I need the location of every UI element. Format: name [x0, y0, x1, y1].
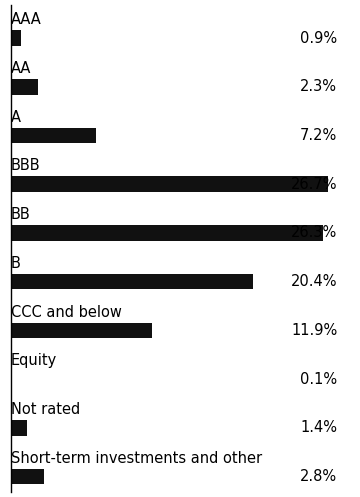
Text: CCC and below: CCC and below — [11, 305, 122, 320]
Text: 2.3%: 2.3% — [300, 80, 337, 94]
Bar — [11, 274, 253, 289]
Text: BB: BB — [11, 207, 31, 222]
Text: Short-term investments and other: Short-term investments and other — [11, 451, 262, 466]
Text: BBB: BBB — [11, 159, 40, 173]
Text: Not rated: Not rated — [11, 402, 80, 417]
Bar — [11, 225, 323, 241]
Text: 11.9%: 11.9% — [291, 323, 337, 338]
Bar — [11, 128, 96, 143]
Text: AA: AA — [11, 61, 31, 76]
Bar — [11, 371, 12, 387]
Text: 7.2%: 7.2% — [300, 128, 337, 143]
Text: 26.3%: 26.3% — [291, 226, 337, 241]
Text: 20.4%: 20.4% — [291, 274, 337, 289]
Bar — [11, 469, 44, 484]
Text: A: A — [11, 110, 21, 125]
Text: 26.7%: 26.7% — [291, 177, 337, 192]
Text: B: B — [11, 256, 21, 271]
Text: 1.4%: 1.4% — [300, 420, 337, 435]
Bar — [11, 30, 22, 46]
Bar — [11, 79, 38, 94]
Text: 2.8%: 2.8% — [300, 469, 337, 484]
Bar — [11, 323, 152, 338]
Text: AAA: AAA — [11, 12, 41, 27]
Text: 0.1%: 0.1% — [300, 372, 337, 387]
Bar — [11, 420, 27, 435]
Text: Equity: Equity — [11, 353, 57, 368]
Bar — [11, 176, 328, 192]
Text: 0.9%: 0.9% — [300, 31, 337, 46]
